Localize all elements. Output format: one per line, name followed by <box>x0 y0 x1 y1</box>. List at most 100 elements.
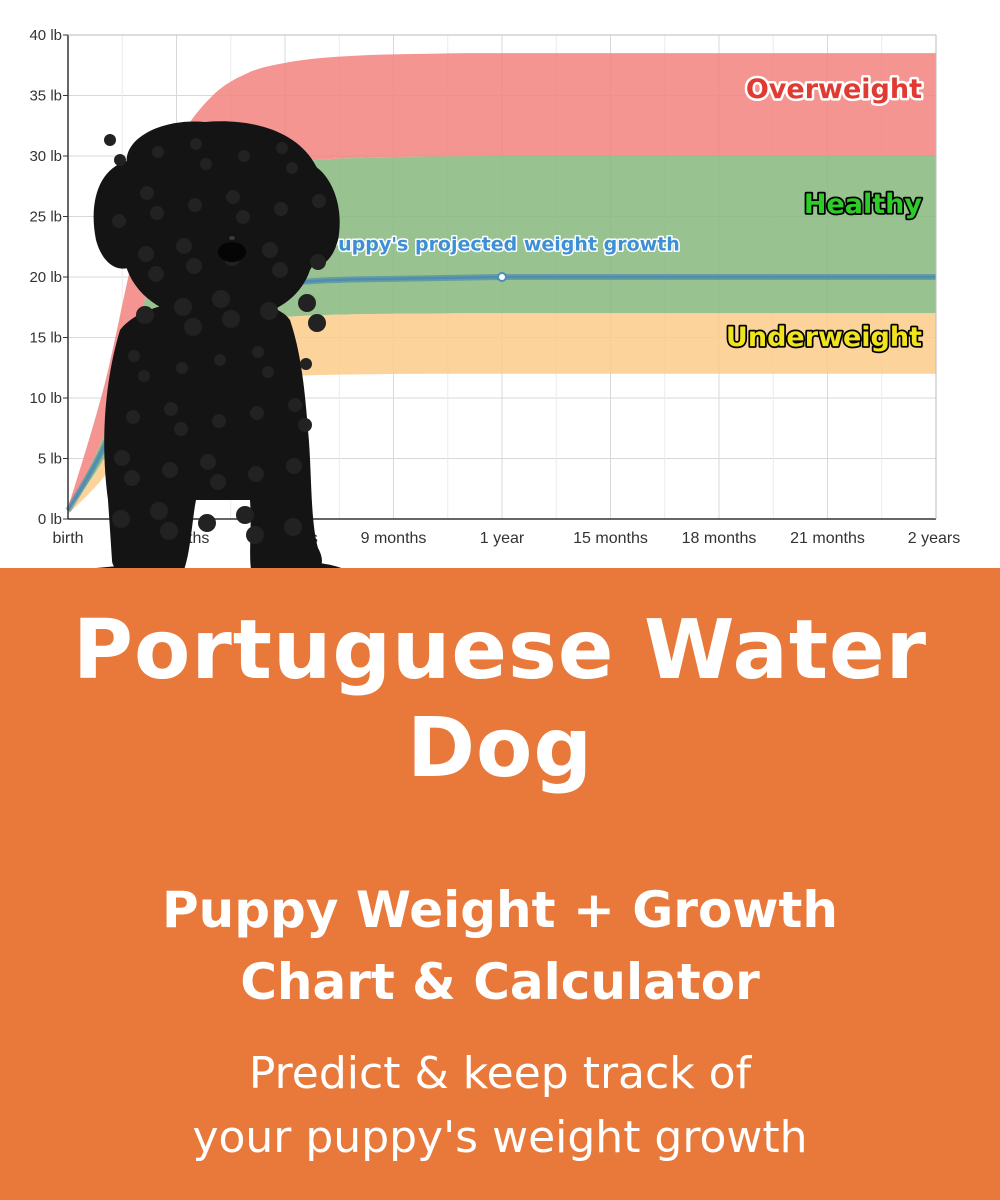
puppy-fur-curl <box>114 450 130 466</box>
puppy-fur-curl <box>298 294 316 312</box>
puppy-fur-curl <box>160 522 178 540</box>
puppy-fur-curl <box>284 518 302 536</box>
y-tick-label: 35 lb <box>29 88 62 105</box>
puppy-fur-curl <box>236 210 250 224</box>
puppy-fur-curl <box>298 418 312 432</box>
puppy-fur-curl <box>300 358 312 370</box>
puppy-fur-curl <box>222 310 240 328</box>
puppy-fur-curl <box>112 510 130 528</box>
x-tick-label: 1 year <box>480 530 525 547</box>
y-tick-label: 40 lb <box>29 27 62 44</box>
puppy-fur-curl <box>138 246 154 262</box>
puppy-fur-curl <box>260 302 278 320</box>
puppy-fur-curl <box>274 202 288 216</box>
puppy-fur-curl <box>286 458 302 474</box>
puppy-fur-curl <box>310 254 326 270</box>
puppy-paw-front-left <box>96 564 165 568</box>
title-banner: Portuguese Water Dog Puppy Weight + Grow… <box>0 568 1000 1200</box>
puppy-fur-curl <box>236 506 254 524</box>
puppy-fur-curl <box>212 290 230 308</box>
puppy-fur-curl <box>152 146 164 158</box>
puppy-fur-curl <box>164 402 178 416</box>
puppy-fur-curl <box>200 158 212 170</box>
subtitle-line-2: Chart & Calculator <box>240 953 760 1011</box>
puppy-fur-curl <box>190 138 202 150</box>
tagline-line-2: your puppy's weight growth <box>192 1112 808 1163</box>
x-tick-label: 18 months <box>682 530 757 547</box>
x-tick-label: birth <box>52 530 83 547</box>
puppy-nose <box>218 242 246 262</box>
puppy-fur-curl <box>188 198 202 212</box>
puppy-fur-curl <box>184 318 202 336</box>
puppy-body <box>104 298 322 568</box>
x-tick-label: 2 years <box>908 530 960 547</box>
y-tick-label: 20 lb <box>29 269 62 286</box>
puppy-fur-curl <box>250 406 264 420</box>
puppy-fur-curl <box>136 306 154 324</box>
y-tick-label: 15 lb <box>29 330 62 347</box>
puppy-fur-curl <box>126 410 140 424</box>
puppy-fur-curl <box>138 370 150 382</box>
puppy-fur-curl <box>238 150 250 162</box>
zone-label-puppys: Puppy's projected weight growth <box>324 233 680 255</box>
puppy-fur-curl <box>150 502 168 520</box>
puppy-fur-curl <box>176 362 188 374</box>
puppy-fur-curl <box>176 238 192 254</box>
y-tick-label: 25 lb <box>29 209 62 226</box>
puppy-fur-curl <box>288 398 302 412</box>
puppy-fur-curl <box>124 470 140 486</box>
puppy-ear-right <box>293 160 340 267</box>
breed-title-line-1: Portuguese Water <box>72 603 928 698</box>
tagline: Predict & keep track of your puppy's wei… <box>0 1042 1000 1170</box>
puppy-fur-curl <box>210 474 226 490</box>
puppy-fur-curl <box>148 266 164 282</box>
puppy-fur-curl <box>162 462 178 478</box>
puppy-fur-curl <box>308 314 326 332</box>
y-tick-label: 5 lb <box>38 451 62 468</box>
puppy-fur-curl <box>226 190 240 204</box>
breed-title: Portuguese Water Dog <box>0 602 1000 798</box>
x-tick-label: 15 months <box>573 530 648 547</box>
chart-subtitle: Puppy Weight + Growth Chart & Calculator <box>0 874 1000 1018</box>
puppy-fur-curl <box>276 142 288 154</box>
puppy-fur-curl <box>212 414 226 428</box>
puppy-fur-curl <box>140 186 154 200</box>
weight-chart-svg: 0 lb 5 lb 10 lb 15 lb 20 lb 25 lb 30 lb 35 lb 40… <box>29 27 960 568</box>
weight-chart: 0 lb 5 lb 10 lb 15 lb 20 lb 25 lb 30 lb 35 lb 40… <box>0 0 1000 568</box>
puppy-fur-curl <box>174 298 192 316</box>
breed-title-line-2: Dog <box>406 701 594 796</box>
puppy-fur-curl <box>286 162 298 174</box>
y-tick-label: 10 lb <box>29 390 62 407</box>
zone-label-healthy: Healthy <box>804 189 923 220</box>
puppy-fur-curl <box>262 366 274 378</box>
puppy-fur-curl <box>104 134 116 146</box>
puppy-fur-curl <box>114 154 126 166</box>
puppy-fur-curl <box>186 258 202 274</box>
subtitle-line-1: Puppy Weight + Growth <box>162 881 838 939</box>
puppy-fur-curl <box>214 354 226 366</box>
puppy-fur-curl <box>246 526 264 544</box>
zone-label-overweight: Overweight <box>746 74 922 105</box>
puppy-fur-curl <box>112 214 126 228</box>
puppy-fur-curl <box>150 206 164 220</box>
puppy-fur-curl <box>198 514 216 532</box>
puppy-fur-curl <box>248 466 264 482</box>
puppy-nose-highlight <box>229 236 235 240</box>
puppy-fur-curl <box>262 242 278 258</box>
puppy-fur-curl <box>128 350 140 362</box>
y-tick-label: 0 lb <box>38 511 62 528</box>
zone-label-underweight: Underweight <box>726 322 922 353</box>
x-tick-label: 9 months <box>361 530 427 547</box>
black-puppy-image <box>93 121 342 568</box>
puppy-paw-front-right <box>268 562 342 568</box>
tagline-line-1: Predict & keep track of <box>248 1048 752 1099</box>
puppy-fur-curl <box>174 422 188 436</box>
puppy-fur-curl <box>252 346 264 358</box>
puppy-fur-curl <box>200 454 216 470</box>
projection-marker <box>497 272 507 282</box>
puppy-fur-curl <box>312 194 326 208</box>
y-tick-label: 30 lb <box>29 148 62 165</box>
x-tick-label: 21 months <box>790 530 865 547</box>
puppy-fur-curl <box>272 262 288 278</box>
band-overweight <box>68 53 936 510</box>
